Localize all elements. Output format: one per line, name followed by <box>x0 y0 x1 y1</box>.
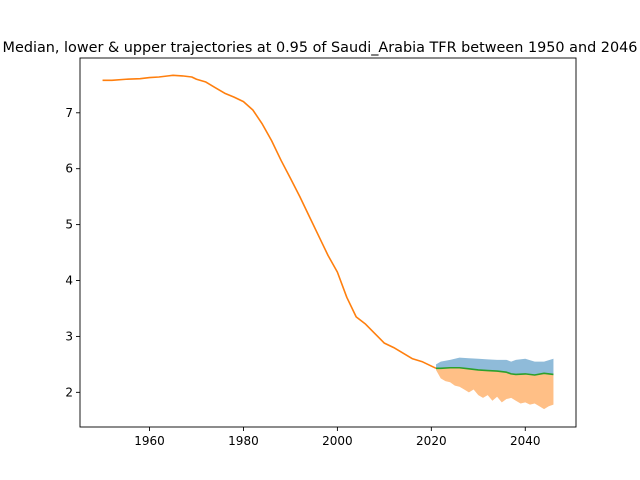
axes-frame <box>79 57 577 428</box>
x-tick-label: 2020 <box>416 434 447 448</box>
median-series-line <box>436 366 554 376</box>
x-tick-label: 1960 <box>134 434 165 448</box>
lower-band-area <box>436 367 554 410</box>
axes: 1960 1980 2000 2020 2040 2 3 4 5 6 7 <box>65 57 577 448</box>
y-tick-label: 2 <box>65 385 73 399</box>
x-tick-label: 2040 <box>510 434 541 448</box>
y-tick-label: 3 <box>65 329 73 343</box>
upper-band-area <box>436 357 554 375</box>
x-tick-label: 2000 <box>322 434 353 448</box>
history-series-line <box>102 74 437 370</box>
y-tick-label: 6 <box>65 162 73 176</box>
chart-title: Median, lower & upper trajectories at 0.… <box>3 40 638 56</box>
y-tick-label: 7 <box>65 106 73 120</box>
plot-area <box>102 74 554 410</box>
y-tick-label: 5 <box>65 218 73 232</box>
x-tick-label: 1980 <box>228 434 259 448</box>
y-tick-label: 4 <box>65 274 73 288</box>
